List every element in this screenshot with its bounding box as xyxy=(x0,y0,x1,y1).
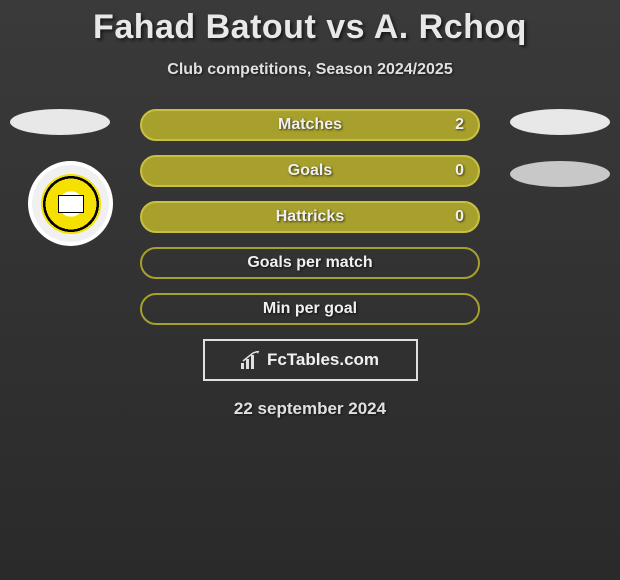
club-badge-inner xyxy=(41,174,101,234)
stat-label: Goals per match xyxy=(247,254,372,272)
chart-icon xyxy=(241,351,261,369)
stat-row-min-per-goal: Min per goal xyxy=(140,293,480,325)
comparison-infographic: Fahad Batout vs A. Rchoq Club competitio… xyxy=(0,0,620,419)
stat-row-matches: Matches 2 xyxy=(140,109,480,141)
badge-book-icon xyxy=(58,195,84,213)
page-subtitle: Club competitions, Season 2024/2025 xyxy=(0,61,620,79)
stat-value: 2 xyxy=(455,116,464,134)
club-badge xyxy=(28,161,113,246)
branding-box: FcTables.com xyxy=(203,339,418,381)
stat-row-goals: Goals 0 xyxy=(140,155,480,187)
stat-rows: Matches 2 Goals 0 Hattricks 0 Goals per … xyxy=(140,109,480,325)
stat-row-goals-per-match: Goals per match xyxy=(140,247,480,279)
stat-label: Matches xyxy=(278,116,342,134)
stat-label: Hattricks xyxy=(276,208,344,226)
stat-row-hattricks: Hattricks 0 xyxy=(140,201,480,233)
comparison-block: Matches 2 Goals 0 Hattricks 0 Goals per … xyxy=(0,109,620,419)
player-left-placeholder xyxy=(10,109,110,135)
player-right-placeholder-1 xyxy=(510,109,610,135)
stat-label: Min per goal xyxy=(263,300,357,318)
stat-value: 0 xyxy=(455,162,464,180)
stat-label: Goals xyxy=(288,162,332,180)
page-title: Fahad Batout vs A. Rchoq xyxy=(0,8,620,47)
player-right-placeholder-2 xyxy=(510,161,610,187)
date-text: 22 september 2024 xyxy=(0,399,620,419)
stat-value: 0 xyxy=(455,208,464,226)
branding-text: FcTables.com xyxy=(267,350,379,370)
